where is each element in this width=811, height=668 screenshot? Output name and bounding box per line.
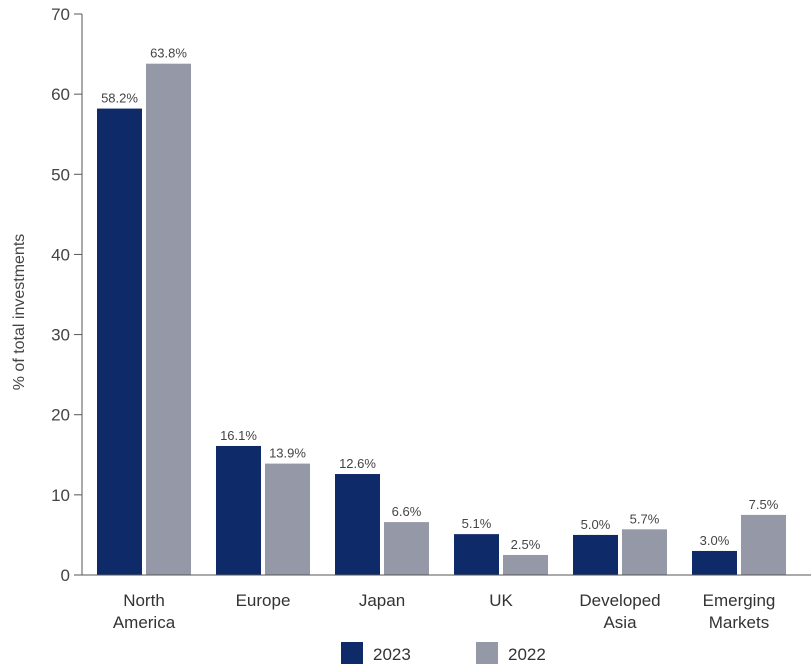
bar-2022 <box>741 515 786 575</box>
category-label: UK <box>489 591 513 610</box>
y-axis: 0 10 20 30 40 50 60 70 <box>51 5 82 585</box>
data-label-2022: 6.6% <box>392 504 422 519</box>
legend-label-2023: 2023 <box>373 645 411 664</box>
y-tick-label: 50 <box>51 165 70 184</box>
y-tick-label: 40 <box>51 245 70 264</box>
data-label-2023: 12.6% <box>339 456 376 471</box>
bar-2023 <box>573 535 618 575</box>
bar-2023 <box>216 446 261 575</box>
category-label: Emerging Markets <box>703 591 776 632</box>
data-label-2023: 16.1% <box>220 428 257 443</box>
data-label-2022: 5.7% <box>630 511 660 526</box>
category-label: North America <box>113 591 176 632</box>
bar-2022 <box>146 64 191 575</box>
data-label-2022: 63.8% <box>150 46 187 61</box>
bars <box>97 64 786 575</box>
x-axis: North America Europe Japan UK Developed Asia Em… <box>82 575 811 632</box>
bar-2022 <box>622 529 667 575</box>
data-label-2023: 58.2% <box>101 91 138 106</box>
y-tick-label: 70 <box>51 5 70 24</box>
bar-2022 <box>384 522 429 575</box>
data-labels: 58.2% 63.8% 16.1% 13.9% 12.6% 6.6% 5.1% 2.5% 5.0… <box>101 46 779 552</box>
bar-2022 <box>503 555 548 575</box>
bar-2023 <box>454 534 499 575</box>
bar-2023 <box>97 109 142 575</box>
category-label: Developed Asia <box>579 591 660 632</box>
y-tick-label: 30 <box>51 326 70 345</box>
y-tick-label: 60 <box>51 85 70 104</box>
category-label: Japan <box>359 591 405 610</box>
y-tick-label: 10 <box>51 486 70 505</box>
legend-swatch-2022 <box>476 642 498 664</box>
data-label-2022: 13.9% <box>269 446 306 461</box>
y-tick-label: 0 <box>61 566 70 585</box>
bar-2023 <box>335 474 380 575</box>
legend-label-2022: 2022 <box>508 645 546 664</box>
bar-2023 <box>692 551 737 575</box>
legend: 2023 2022 <box>341 642 546 664</box>
data-label-2023: 3.0% <box>700 533 730 548</box>
category-label: Europe <box>236 591 291 610</box>
data-label-2022: 7.5% <box>749 497 779 512</box>
legend-swatch-2023 <box>341 642 363 664</box>
y-axis-title: % of total investments <box>11 234 28 391</box>
data-label-2023: 5.0% <box>581 517 611 532</box>
data-label-2023: 5.1% <box>462 516 492 531</box>
y-tick-label: 20 <box>51 406 70 425</box>
data-label-2022: 2.5% <box>511 537 541 552</box>
bar-2022 <box>265 464 310 575</box>
